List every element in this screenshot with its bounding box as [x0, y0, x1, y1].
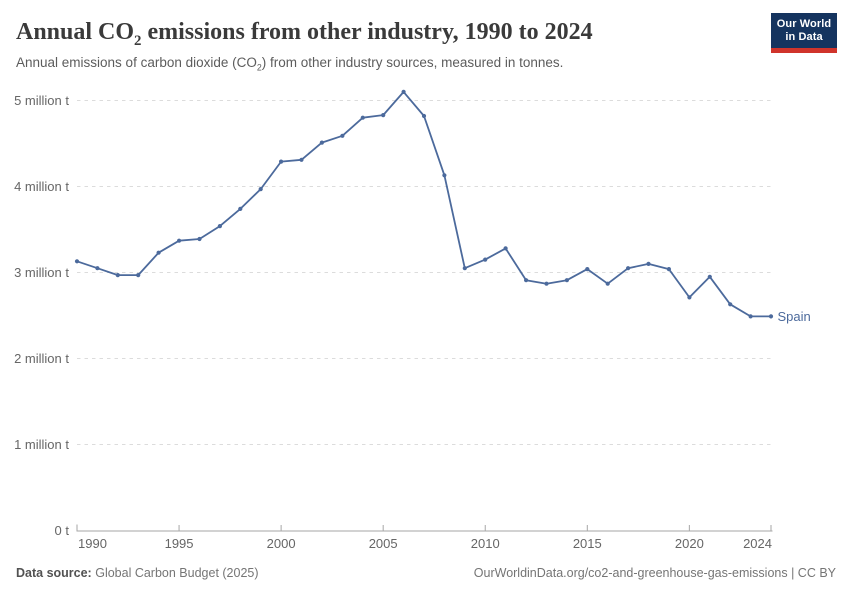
title-text-cont: emissions from other industry, 1990 to 2… [141, 19, 593, 45]
data-point [197, 236, 202, 242]
data-point [95, 266, 100, 271]
data-point [279, 159, 284, 164]
title-subscript: 2 [134, 32, 142, 49]
data-source-label: Data source: [16, 566, 92, 580]
data-point [258, 187, 263, 192]
data-point [156, 250, 161, 255]
y-axis-label: 5 million t [14, 93, 69, 108]
y-axis-label: 1 million t [14, 437, 69, 452]
x-axis-label: 2005 [369, 536, 398, 551]
series-entity-label: Spain [778, 309, 811, 324]
data-point [381, 113, 386, 118]
x-axis-label: 1995 [165, 536, 194, 551]
data-point [626, 266, 631, 271]
subtitle-subscript: 2 [256, 62, 262, 73]
data-point [177, 238, 182, 243]
data-point [666, 267, 672, 272]
data-point [707, 274, 712, 279]
y-axis-label: 4 million t [14, 179, 69, 194]
data-point [299, 157, 304, 162]
data-point [585, 267, 590, 272]
data-point [646, 261, 651, 266]
x-axis-label: 2024 [743, 536, 772, 551]
data-point [136, 273, 141, 278]
page-title: Annual CO2 emissions from other industry… [16, 18, 756, 49]
x-axis-label: 2015 [573, 536, 602, 551]
data-point [503, 246, 508, 251]
x-axis-label: 1990 [78, 536, 107, 551]
data-point [360, 115, 365, 120]
data-point [74, 259, 80, 264]
y-axis-label: 0 t [55, 523, 70, 538]
data-point [238, 206, 243, 211]
series-path [76, 91, 772, 318]
data-point [401, 89, 406, 94]
data-point [319, 140, 324, 145]
data-point [544, 281, 549, 286]
y-axis-label: 2 million t [14, 351, 69, 366]
title-text: Annual CO [16, 19, 135, 45]
x-axis-label: 2020 [675, 536, 704, 551]
data-point [728, 302, 733, 307]
owid-logo[interactable]: Our World in Data [771, 13, 837, 53]
data-point [605, 281, 610, 286]
logo-line-2: in Data [785, 30, 823, 43]
series-spain[interactable]: Spain [74, 89, 811, 324]
chart-footer: Data source: Global Carbon Budget (2025)… [16, 566, 836, 581]
data-point [421, 113, 427, 119]
data-point [687, 295, 692, 300]
data-point [524, 278, 529, 283]
data-source-value: Global Carbon Budget (2025) [95, 566, 259, 580]
page-subtitle: Annual emissions of carbon dioxide (CO2)… [16, 54, 756, 73]
data-point [564, 278, 570, 283]
x-axis-label: 2000 [267, 536, 296, 551]
data-point [115, 273, 120, 278]
logo-line-1: Our World [776, 18, 832, 30]
data-point [340, 133, 345, 138]
data-point [442, 173, 447, 178]
subtitle-text-cont: ) from other industry sources, measured … [261, 55, 564, 70]
subtitle-text: Annual emissions of carbon dioxide (CO [16, 55, 257, 70]
y-axis-label: 3 million t [14, 265, 69, 280]
data-source: Data source: Global Carbon Budget (2025) [16, 566, 259, 581]
chart-header: Annual CO2 emissions from other industry… [16, 18, 756, 73]
data-point [748, 314, 753, 319]
data-point [217, 224, 222, 229]
owid-url-license-link[interactable]: OurWorldinData.org/co2-and-greenhouse-ga… [473, 566, 836, 580]
x-axis-label: 2010 [471, 536, 500, 551]
data-point [462, 266, 467, 271]
data-point [483, 257, 488, 262]
data-point [768, 314, 774, 319]
